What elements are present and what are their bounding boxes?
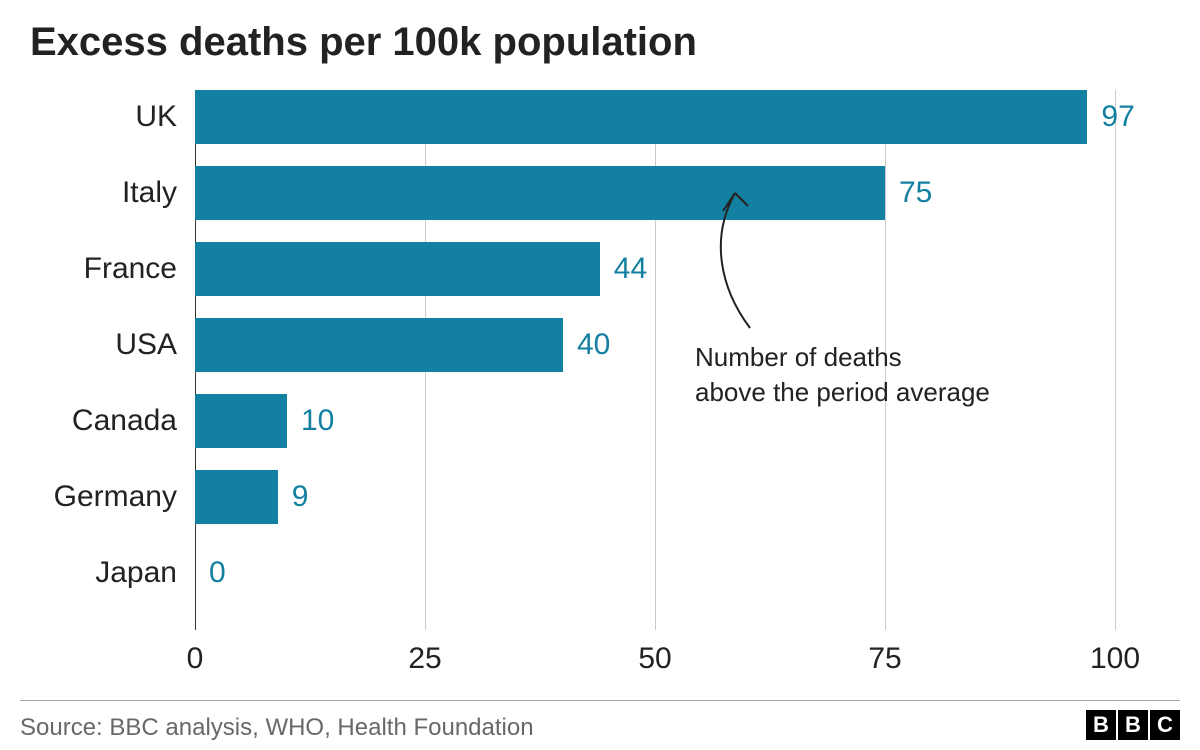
value-label: 9 (278, 480, 309, 514)
bbc-logo-box: B (1118, 710, 1148, 740)
x-tick-label: 50 (638, 642, 671, 676)
footer-source: Source: BBC analysis, WHO, Health Founda… (20, 714, 534, 742)
category-label: UK (135, 100, 195, 134)
value-label: 10 (287, 404, 334, 438)
x-tick-label: 75 (868, 642, 901, 676)
x-tick-label: 25 (408, 642, 441, 676)
x-tick-label: 0 (187, 642, 204, 676)
chart-title: Excess deaths per 100k population (30, 20, 697, 65)
bbc-logo-box: C (1150, 710, 1180, 740)
bar (195, 90, 1087, 144)
x-tick-label: 100 (1090, 642, 1140, 676)
value-label: 75 (885, 176, 932, 210)
value-label: 97 (1087, 100, 1134, 134)
category-label: France (84, 252, 195, 286)
category-label: USA (115, 328, 195, 362)
value-label: 0 (195, 556, 226, 590)
category-label: Italy (122, 176, 195, 210)
bar (195, 318, 563, 372)
bar (195, 470, 278, 524)
bar-row: UK97 (195, 90, 1115, 144)
bar (195, 242, 600, 296)
annotation-text: Number of deathsabove the period average (695, 340, 990, 410)
bbc-logo: BBC (1086, 710, 1180, 740)
value-label: 40 (563, 328, 610, 362)
footer-rule (20, 700, 1180, 701)
category-label: Japan (95, 556, 195, 590)
bar (195, 394, 287, 448)
bar-row: Japan0 (195, 546, 1115, 600)
annotation-arrow-icon (620, 168, 820, 368)
bbc-logo-box: B (1086, 710, 1116, 740)
category-label: Germany (54, 480, 195, 514)
x-gridline (1115, 90, 1116, 630)
bar-row: Germany9 (195, 470, 1115, 524)
category-label: Canada (72, 404, 195, 438)
